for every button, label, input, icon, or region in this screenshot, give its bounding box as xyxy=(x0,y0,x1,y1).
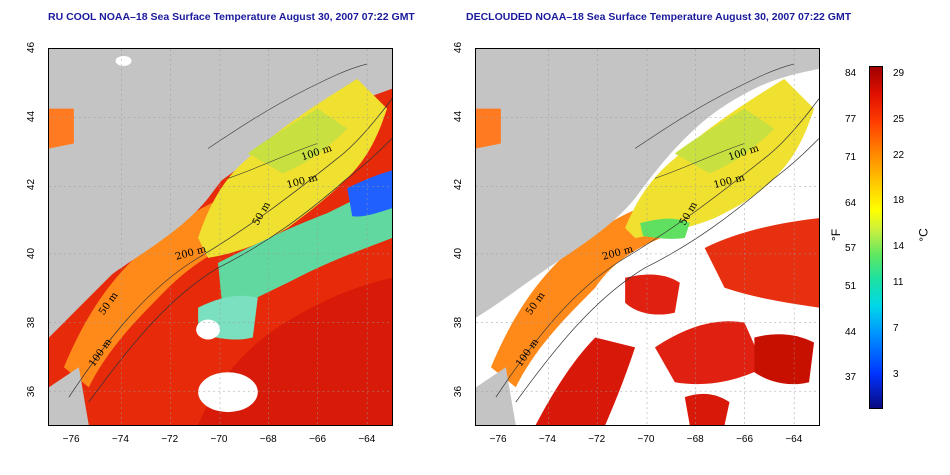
fahrenheit-tick: 57 xyxy=(845,243,857,254)
sst-declouded-image: 100 m 100 m 50 m 200 m 50 m 100 m xyxy=(476,49,819,425)
x-tick-label: −72 xyxy=(161,434,179,445)
right-map-title: DECLOUDED NOAA–18 Sea Surface Temperatur… xyxy=(466,11,852,23)
celsius-tick: 14 xyxy=(893,241,905,252)
x-tick-label: −76 xyxy=(489,434,507,445)
y-tick-label: 46 xyxy=(26,41,38,54)
celsius-tick: 29 xyxy=(893,68,905,79)
celsius-tick: 18 xyxy=(893,195,905,206)
fahrenheit-tick: 51 xyxy=(845,281,857,292)
fahrenheit-tick: 77 xyxy=(845,114,857,125)
fahrenheit-unit-label: °F xyxy=(829,228,844,242)
celsius-tick: 7 xyxy=(893,323,899,334)
left-map-title: RU COOL NOAA–18 Sea Surface Temperature … xyxy=(48,11,415,23)
y-tick-label: 46 xyxy=(453,41,465,54)
y-tick-label: 40 xyxy=(453,248,465,260)
celsius-tick: 11 xyxy=(893,277,904,288)
x-tick-label: −74 xyxy=(111,434,129,445)
x-tick-label: −76 xyxy=(62,434,80,445)
sst-map-declouded[interactable]: 100 m 100 m 50 m 200 m 50 m 100 m xyxy=(475,48,820,426)
fahrenheit-tick: 84 xyxy=(845,68,857,79)
fahrenheit-tick: 64 xyxy=(845,198,857,209)
y-tick-label: 42 xyxy=(453,179,465,191)
fahrenheit-tick: 37 xyxy=(845,372,857,383)
x-tick-label: −72 xyxy=(588,434,606,445)
x-tick-label: −66 xyxy=(309,434,327,445)
fahrenheit-tick: 44 xyxy=(845,327,857,338)
celsius-tick: 25 xyxy=(893,114,905,125)
x-tick-label: −70 xyxy=(210,434,228,445)
x-tick-label: −74 xyxy=(538,434,556,445)
y-tick-label: 44 xyxy=(453,110,465,122)
y-tick-label: 42 xyxy=(26,179,38,191)
celsius-tick: 22 xyxy=(893,150,905,161)
sst-raw-image: 100 m 100 m 50 m 200 m 50 m 100 m xyxy=(49,49,392,425)
y-tick-label: 36 xyxy=(453,385,465,397)
y-tick-label: 36 xyxy=(26,385,38,397)
y-tick-label: 44 xyxy=(26,110,38,122)
sst-map-raw[interactable]: 100 m 100 m 50 m 200 m 50 m 100 m xyxy=(48,48,393,426)
y-tick-label: 40 xyxy=(26,248,38,260)
x-tick-label: −64 xyxy=(358,434,376,445)
temperature-colorbar xyxy=(869,66,883,409)
x-tick-label: −70 xyxy=(637,434,655,445)
x-tick-label: −68 xyxy=(259,434,277,445)
x-tick-label: −66 xyxy=(736,434,754,445)
fahrenheit-tick: 71 xyxy=(845,152,857,163)
celsius-unit-label: °C xyxy=(916,228,931,242)
celsius-tick: 3 xyxy=(893,369,899,380)
x-tick-label: −68 xyxy=(686,434,704,445)
y-tick-label: 38 xyxy=(453,316,465,328)
y-tick-label: 38 xyxy=(26,316,38,328)
x-tick-label: −64 xyxy=(785,434,803,445)
